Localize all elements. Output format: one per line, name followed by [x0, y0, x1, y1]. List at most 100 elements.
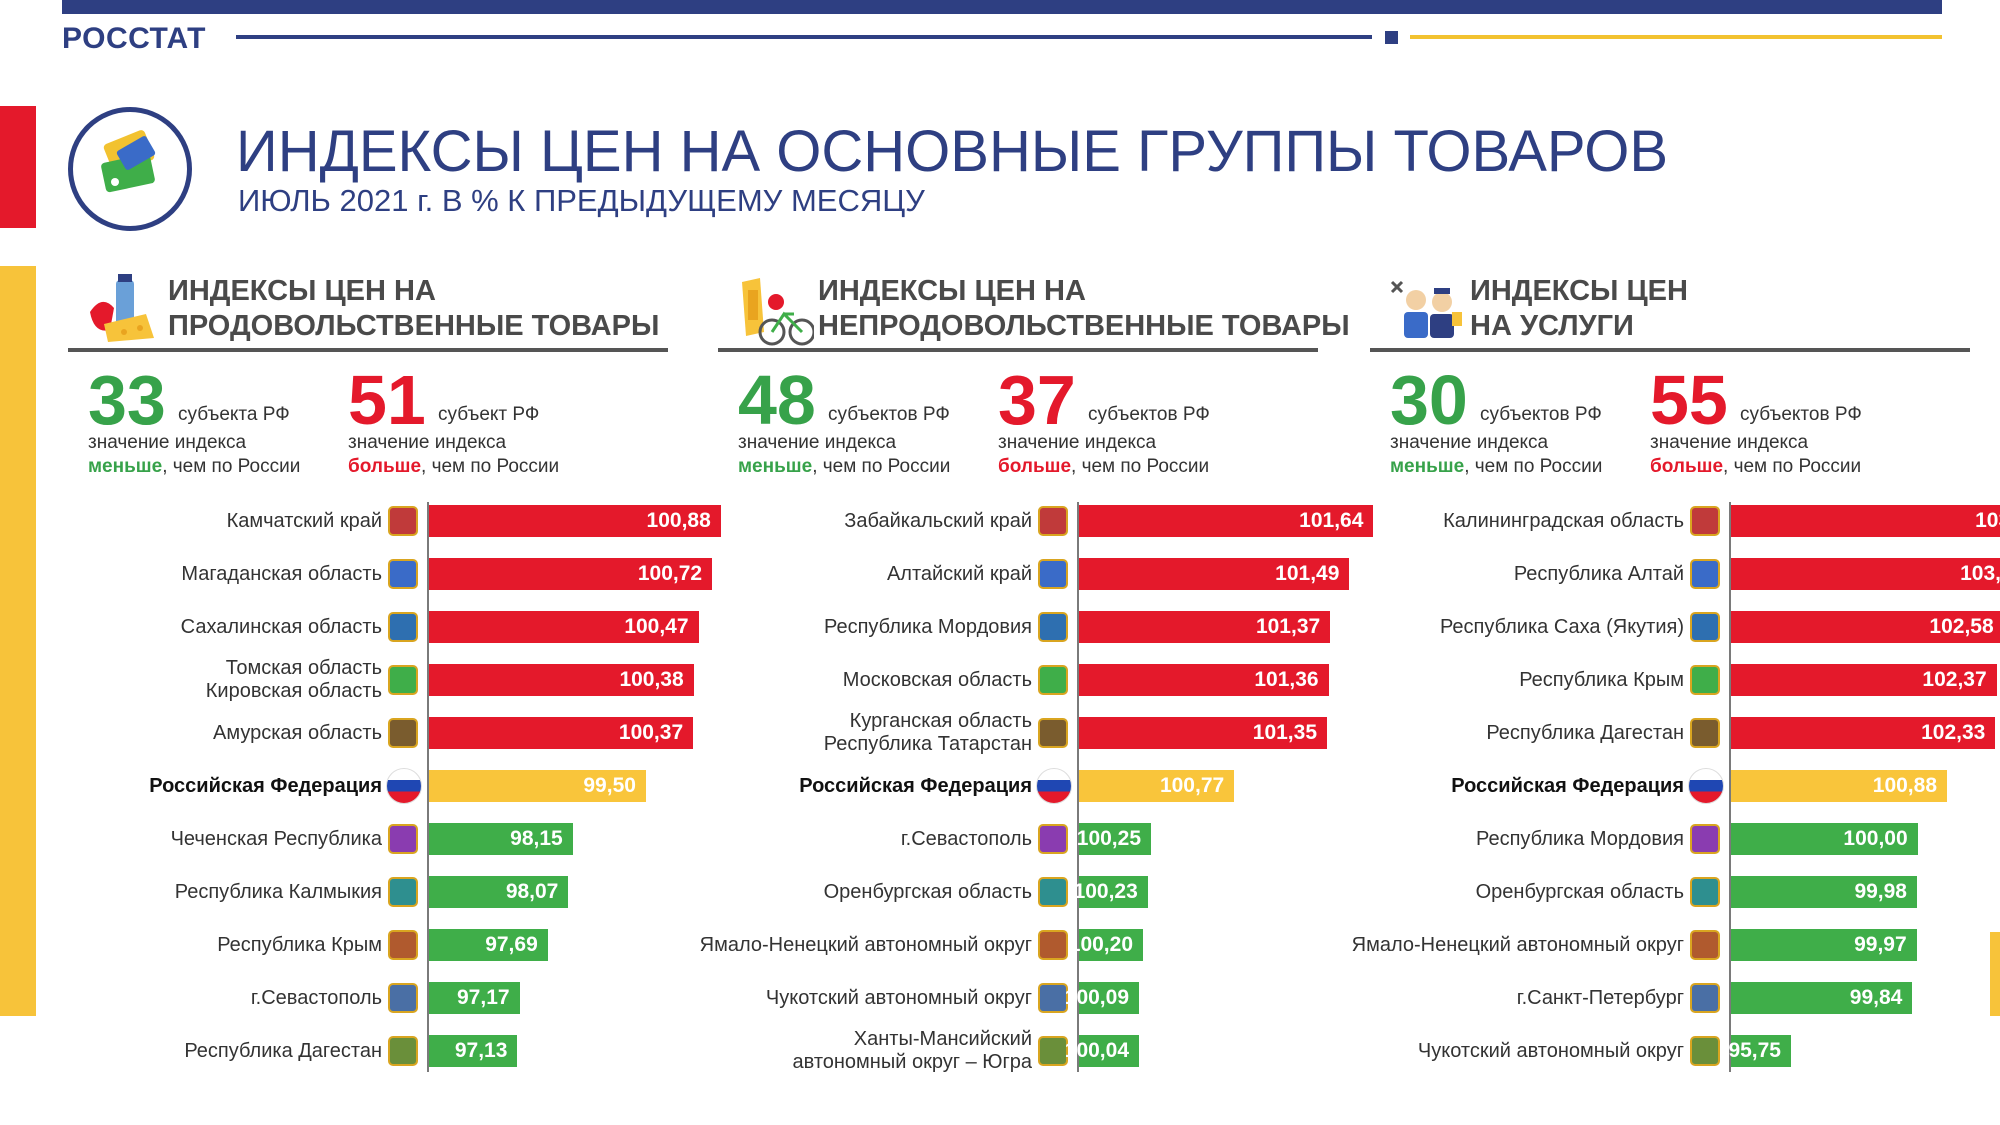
- bar-value-label: 100,38: [619, 668, 684, 691]
- top-accent-bar: [62, 0, 1942, 14]
- bar: 100,23: [1074, 876, 1148, 908]
- bar: 101,36: [1079, 664, 1329, 696]
- bar: 101,37: [1079, 611, 1331, 643]
- bar-label: Республика Калмыкия: [175, 881, 382, 904]
- bar-value-label: 100,04: [1064, 1039, 1129, 1062]
- russia-flag-icon: [1688, 768, 1724, 804]
- page-title: ИНДЕКСЫ ЦЕН НА ОСНОВНЫЕ ГРУППЫ ТОВАРОВ: [236, 119, 1669, 184]
- food-icon: [84, 272, 164, 348]
- bar: 99,98: [1731, 876, 1917, 908]
- bar-label: Республика Мордовия: [824, 616, 1032, 639]
- bar-label: Республика Крым: [1519, 669, 1684, 692]
- bar-label: Российская Федерация: [799, 775, 1032, 798]
- bar-label-line: Курганская область: [849, 710, 1032, 732]
- bar-axis: [1077, 502, 1079, 1072]
- bar-label: Калининградская область: [1443, 510, 1684, 533]
- bar-label: г.Севастополь: [901, 828, 1032, 851]
- bar: 99,97: [1731, 929, 1917, 961]
- bar-value-label: 101,49: [1275, 562, 1340, 585]
- bar-axis: [1729, 502, 1731, 1072]
- panel-title-line2: НА УСЛУГИ: [1470, 310, 1634, 342]
- bar: 100,88: [429, 505, 721, 537]
- bar-label: Сахалинская область: [181, 616, 382, 639]
- stat-keyword: меньше: [88, 456, 163, 477]
- bar-value-label: 99,84: [1849, 986, 1903, 1009]
- stat-unit: субъектов РФ: [828, 404, 950, 425]
- bar-label-line: Российская Федерация: [1451, 774, 1684, 797]
- bar-label-line: Республика Мордовия: [824, 615, 1032, 638]
- region-emblem-icon: [1690, 665, 1720, 695]
- stat-less: 33 субъекта РФ значение индекса меньше, чем…: [88, 362, 328, 477]
- bar-label: Московская область: [843, 669, 1032, 692]
- bar-label: Амурская область: [213, 722, 382, 745]
- bar-label: Ямало-Ненецкий автономный округ: [700, 934, 1032, 957]
- bar-label: Оренбургская область: [824, 881, 1032, 904]
- bar-label: Оренбургская область: [1476, 881, 1684, 904]
- stat-rest: , чем по России: [421, 456, 560, 477]
- bar-label-line: Чукотский автономный округ: [1417, 1039, 1684, 1062]
- bar-label-line: Российская Федерация: [149, 774, 382, 797]
- goods-icon: [734, 272, 816, 348]
- stat-keyword: меньше: [1390, 456, 1465, 477]
- bar-label: Забайкальский край: [844, 510, 1032, 533]
- bar: 101,64: [1079, 505, 1374, 537]
- region-emblem-icon: [1690, 877, 1720, 907]
- bar-value-label: 98,07: [505, 880, 559, 903]
- bar-value-label: 103,50: [1960, 562, 2000, 585]
- stat-rest: , чем по России: [1723, 456, 1862, 477]
- bar-label-line: г.Севастополь: [900, 827, 1032, 850]
- bar-label: Республика Алтай: [1514, 563, 1684, 586]
- stat-more: 37 субъектов РФ значение индекса больше, че…: [998, 361, 1238, 477]
- bar-label-line: Томская область: [225, 657, 382, 679]
- region-emblem-icon: [1038, 612, 1068, 642]
- stat-caption: значение индекса: [998, 432, 1157, 453]
- stat-number: 51: [348, 361, 426, 439]
- panel-title: ИНДЕКСЫ ЦЕН НА ПРОДОВОЛЬСТВЕННЫЕ ТОВАРЫ: [168, 274, 659, 344]
- region-emblem-icon: [1690, 506, 1720, 536]
- bar: 103,95: [1731, 505, 2000, 537]
- bar: 102,37: [1731, 664, 1997, 696]
- stat-keyword: больше: [998, 456, 1072, 477]
- bar-value-label: 95,75: [1728, 1039, 1781, 1062]
- bar: 100,09: [1065, 982, 1139, 1014]
- stat-keyword: меньше: [738, 456, 813, 477]
- panel-title-line2: ПРОДОВОЛЬСТВЕННЫЕ ТОВАРЫ: [168, 310, 660, 342]
- bar: 101,49: [1079, 558, 1350, 590]
- bar: 100,04: [1065, 1035, 1139, 1067]
- stat-unit: субъекта РФ: [178, 404, 290, 425]
- bar-label: Республика Мордовия: [1476, 828, 1684, 851]
- region-emblem-icon: [1038, 718, 1068, 748]
- stat-rest: , чем по России: [1071, 456, 1210, 477]
- bar-value-label: 97,69: [485, 933, 538, 956]
- bar-value-label: 100,47: [624, 615, 689, 638]
- bar-value-label: 102,37: [1922, 668, 1987, 691]
- bar-label: Республика Крым: [217, 934, 382, 957]
- stat-less: 30 субъектов РФ значение индекса меньше, че…: [1390, 362, 1630, 477]
- stat-comparison: меньше, чем по России: [1390, 456, 1602, 478]
- header-square: [1385, 31, 1398, 44]
- bar-label-line: автономный округ – Югра: [792, 1051, 1032, 1073]
- panel-title: ИНДЕКСЫ ЦЕН НА УСЛУГИ: [1470, 274, 1688, 344]
- bar-label: Чукотский автономный округ: [766, 987, 1032, 1010]
- stat-rest: , чем по России: [1464, 456, 1603, 477]
- bar-label-line: Кировская область: [205, 680, 382, 702]
- bar-value-label: 97,13: [454, 1039, 508, 1062]
- region-emblem-icon: [388, 665, 418, 695]
- header-rule-gold: [1410, 35, 1942, 39]
- bar: 100,00: [1731, 823, 1918, 855]
- bar-label: Чеченская Республика: [171, 828, 382, 851]
- stat-number: 37: [998, 361, 1076, 439]
- bar-label-line: Московская область: [842, 668, 1032, 691]
- region-emblem-icon: [388, 1036, 418, 1066]
- region-emblem-icon: [1038, 1036, 1068, 1066]
- bar: 103,50: [1731, 558, 2000, 590]
- bar-label-line: Алтайский край: [886, 562, 1032, 585]
- bar-value-label: 97,17: [457, 986, 510, 1009]
- region-emblem-icon: [1690, 930, 1720, 960]
- bar-label-line: Российская Федерация: [799, 774, 1032, 797]
- bar-label-line: Республика Крым: [217, 933, 382, 956]
- stat-rest: , чем по России: [162, 456, 301, 477]
- bar-value-label: 99,98: [1854, 880, 1907, 903]
- russia-flag-icon: [1036, 768, 1072, 804]
- region-emblem-icon: [1038, 877, 1068, 907]
